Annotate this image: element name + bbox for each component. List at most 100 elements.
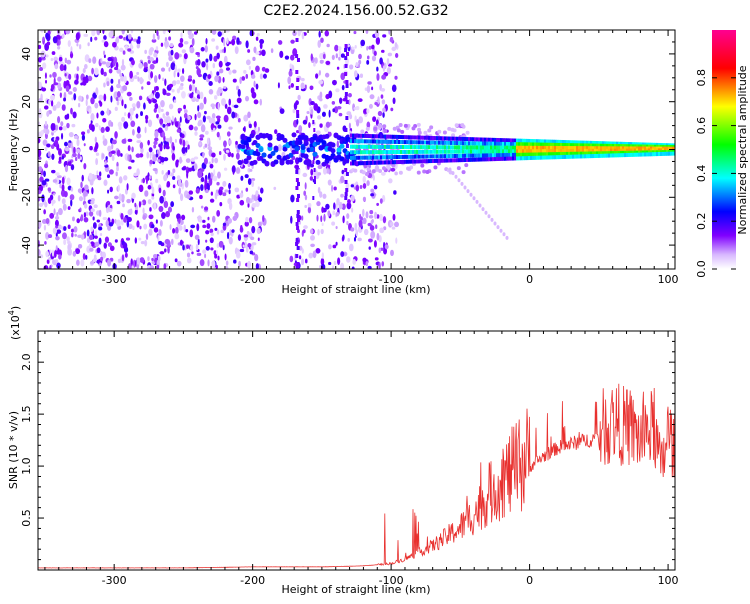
signal-cell	[394, 160, 397, 165]
noise-speckle	[72, 111, 77, 119]
noise-speckle	[115, 36, 120, 44]
signal-cell	[352, 144, 355, 149]
signal-cell	[448, 140, 451, 145]
noise-speckle	[178, 225, 183, 231]
noise-speckle	[308, 122, 311, 129]
signal-cell	[424, 149, 427, 154]
signal-cell	[392, 160, 395, 165]
noise-speckle	[65, 79, 70, 88]
noise-speckle	[91, 124, 95, 132]
noise-speckle	[197, 105, 200, 112]
noise-speckle	[314, 57, 318, 64]
noise-streak	[345, 116, 349, 120]
signal-cell	[418, 154, 421, 159]
signal-cell	[508, 142, 511, 147]
noise-speckle	[349, 64, 354, 70]
signal-tail	[475, 199, 479, 204]
signal-cell	[588, 148, 591, 153]
noise-speckle	[216, 243, 220, 249]
signal-cell	[542, 142, 545, 147]
signal-cell	[462, 136, 465, 141]
noise-speckle	[45, 217, 50, 225]
noise-speckle	[172, 228, 176, 234]
signal-cell	[412, 159, 415, 164]
signal-cell	[522, 149, 525, 154]
noise-speckle	[211, 113, 216, 119]
signal-cell	[566, 154, 569, 159]
signal-cell	[408, 149, 411, 154]
signal-cell	[500, 138, 503, 143]
signal-cell	[364, 139, 367, 144]
noise-speckle	[398, 170, 403, 175]
signal-cell	[522, 156, 525, 161]
signal-cell	[626, 153, 629, 158]
noise-speckle	[216, 71, 220, 76]
noise-speckle	[136, 140, 142, 144]
noise-speckle	[155, 153, 159, 158]
noise-speckle	[72, 152, 77, 158]
noise-speckle	[301, 32, 305, 40]
noise-speckle	[55, 245, 58, 251]
noise-speckle	[149, 47, 155, 52]
noise-streak	[295, 54, 299, 58]
signal-cell	[448, 145, 451, 150]
signal-cell	[350, 139, 353, 144]
noise-speckle	[114, 106, 118, 112]
noise-speckle	[174, 226, 179, 235]
signal-cell	[536, 149, 539, 154]
signal-cell	[628, 150, 631, 155]
signal-cell	[522, 138, 525, 143]
signal-tail	[469, 192, 473, 197]
signal-cell	[520, 138, 523, 143]
noise-speckle	[386, 67, 391, 75]
noise-speckle	[223, 153, 226, 161]
noise-speckle	[129, 96, 133, 101]
signal-cell	[532, 145, 535, 150]
signal-cell	[303, 153, 309, 159]
signal-cell	[480, 141, 483, 146]
noise-speckle	[322, 53, 326, 60]
noise-streak	[296, 246, 300, 250]
signal-cell	[336, 147, 342, 153]
signal-cell	[552, 145, 555, 150]
signal-cell	[372, 155, 375, 160]
noise-streak	[313, 156, 316, 160]
noise-speckle	[373, 240, 377, 248]
noise-speckle	[454, 123, 459, 128]
noise-speckle	[117, 184, 120, 192]
signal-cell	[402, 159, 405, 164]
noise-speckle	[99, 262, 102, 267]
noise-speckle	[374, 30, 380, 38]
noise-speckle	[199, 137, 204, 141]
signal-cell	[524, 156, 527, 161]
noise-speckle	[58, 56, 63, 62]
noise-speckle	[258, 197, 263, 202]
signal-cell	[514, 149, 517, 154]
noise-speckle	[231, 111, 236, 119]
noise-speckle	[178, 85, 184, 91]
signal-cell	[536, 145, 539, 150]
noise-speckle	[321, 206, 324, 214]
signal-cell	[376, 155, 379, 160]
signal-cell	[578, 143, 581, 148]
signal-cell	[540, 142, 543, 147]
noise-speckle	[94, 146, 98, 151]
signal-cell	[478, 149, 481, 154]
noise-speckle	[38, 44, 42, 50]
noise-speckle	[197, 238, 200, 246]
noise-speckle	[309, 229, 314, 234]
signal-cell	[592, 143, 595, 148]
noise-speckle	[261, 66, 266, 72]
signal-cell	[624, 146, 627, 151]
signal-cell	[382, 139, 385, 144]
signal-cell	[610, 153, 613, 158]
noise-speckle	[247, 243, 252, 248]
noise-speckle	[77, 244, 83, 249]
noise-speckle	[169, 172, 175, 177]
noise-speckle	[253, 99, 259, 105]
noise-speckle	[38, 220, 42, 229]
noise-speckle	[148, 214, 154, 220]
noise-streak	[344, 56, 348, 60]
noise-speckle	[208, 161, 212, 165]
noise-speckle	[103, 35, 107, 41]
